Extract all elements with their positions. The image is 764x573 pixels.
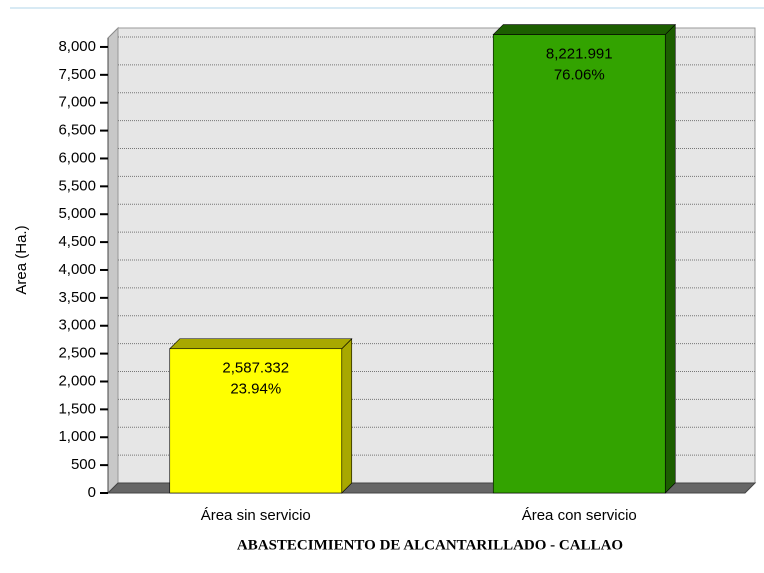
percent-label: 23.94% [230,381,281,398]
bar-side [664,23,676,494]
value-label: 2,587.332 [222,360,289,377]
y-tick-label: 3,000 [58,317,96,334]
y-tick-label: 1,000 [58,428,96,445]
chart-title: ABASTECIMIENTO DE ALCANTARILLADO - CALLA… [237,537,623,553]
bar [169,348,343,494]
value-label: 8,221.991 [546,46,613,63]
y-tick-label: 7,000 [58,94,96,111]
y-axis-label: Area (Ha.) [13,225,30,294]
y-tick-label: 5,500 [58,177,96,194]
x-tick-label: Área sin servicio [201,507,311,524]
bar-side [341,338,353,494]
y-tick-label: 2,000 [58,372,96,389]
percent-label: 76.06% [554,67,605,84]
bar [492,34,666,494]
y-tick-label: 0 [88,484,96,501]
x-tick-label: Área con servicio [522,507,637,524]
y-tick-label: 6,000 [58,149,96,166]
y-tick-label: 7,500 [58,66,96,83]
bar-top [492,24,676,35]
left-wall [107,26,119,495]
y-tick-label: 3,500 [58,289,96,306]
y-tick-label: 4,000 [58,261,96,278]
y-tick-label: 1,500 [58,400,96,417]
y-tick-label: 8,000 [58,38,96,55]
y-tick-label: 4,500 [58,233,96,250]
y-tick-label: 6,500 [58,122,96,139]
bar-top [169,338,353,350]
y-tick-label: 2,500 [58,345,96,362]
y-tick-label: 5,000 [58,205,96,222]
y-tick-label: 500 [71,456,96,473]
